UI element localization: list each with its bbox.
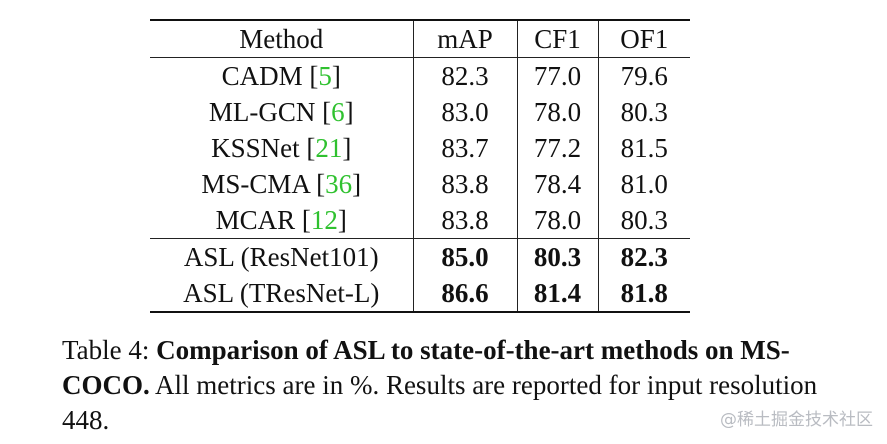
citation: 5	[318, 61, 332, 91]
method-cell: ML-GCN [6]	[208, 97, 354, 127]
results-table: Method mAP CF1 OF1 CADM [5] 82.3 77.0 79.6 M…	[150, 19, 690, 313]
method-cell: ASL (ResNet101)	[150, 238, 413, 275]
metric-cell: 83.8	[412, 166, 517, 202]
metric-cell: 78.0	[516, 94, 598, 130]
header-cell: mAP	[412, 19, 517, 58]
table-body: CADM [5] 82.3 77.0 79.6 ML-GCN [6] 83.0 78.0 80…	[150, 57, 690, 313]
table-row: CADM [5] 82.3 77.0 79.6	[150, 57, 690, 94]
metric-cell: 85.0	[412, 238, 517, 275]
metric-cell: 81.5	[597, 130, 690, 166]
method-cell: CADM [5]	[221, 61, 341, 91]
header-cell: Method	[150, 19, 413, 58]
header-cell: CF1	[516, 19, 598, 58]
metric-cell: 81.8	[597, 275, 690, 313]
metric-cell: 78.4	[516, 166, 598, 202]
metric-cell: 80.3	[597, 202, 690, 239]
caption-bold: Comparison of ASL to state-of-the-art me…	[62, 335, 790, 400]
metric-cell: 79.6	[597, 57, 690, 94]
metric-cell: 77.2	[516, 130, 598, 166]
method-cell: ASL (TResNet-L)	[150, 275, 413, 313]
caption: Table 4: Comparison of ASL to state-of-t…	[62, 333, 822, 438]
table-row: MS-CMA [36] 83.8 78.4 81.0	[150, 166, 690, 202]
metric-cell: 86.6	[412, 275, 517, 313]
citation: 12	[310, 205, 338, 235]
citation: 36	[325, 169, 353, 199]
caption-text: All metrics are in %. Results are report…	[62, 370, 818, 435]
metric-cell: 83.8	[412, 202, 517, 239]
method-cell: MCAR [12]	[215, 205, 347, 235]
metric-cell: 77.0	[516, 57, 598, 94]
header-cell: OF1	[597, 19, 690, 58]
table-row: ASL (TResNet-L) 86.6 81.4 81.8	[150, 275, 690, 313]
metric-cell: 80.3	[516, 238, 598, 275]
method-cell: MS-CMA [36]	[201, 169, 362, 199]
metric-cell: 82.3	[412, 57, 517, 94]
metric-cell: 83.0	[412, 94, 517, 130]
metric-cell: 81.4	[516, 275, 598, 313]
citation: 21	[315, 133, 343, 163]
metric-cell: 78.0	[516, 202, 598, 239]
table-row: KSSNet [21] 83.7 77.2 81.5	[150, 130, 690, 166]
table-row: ML-GCN [6] 83.0 78.0 80.3	[150, 94, 690, 130]
metric-cell: 82.3	[597, 238, 690, 275]
citation: 6	[331, 97, 345, 127]
table-row: ASL (ResNet101) 85.0 80.3 82.3	[150, 238, 690, 275]
header-row: Method mAP CF1 OF1	[150, 19, 690, 58]
watermark: @稀土掘金技术社区	[720, 410, 873, 430]
table-row: MCAR [12] 83.8 78.0 80.3	[150, 202, 690, 239]
metric-cell: 83.7	[412, 130, 517, 166]
metric-cell: 81.0	[597, 166, 690, 202]
caption-label: Table 4:	[62, 335, 150, 365]
method-cell: KSSNet [21]	[211, 133, 352, 163]
metric-cell: 80.3	[597, 94, 690, 130]
